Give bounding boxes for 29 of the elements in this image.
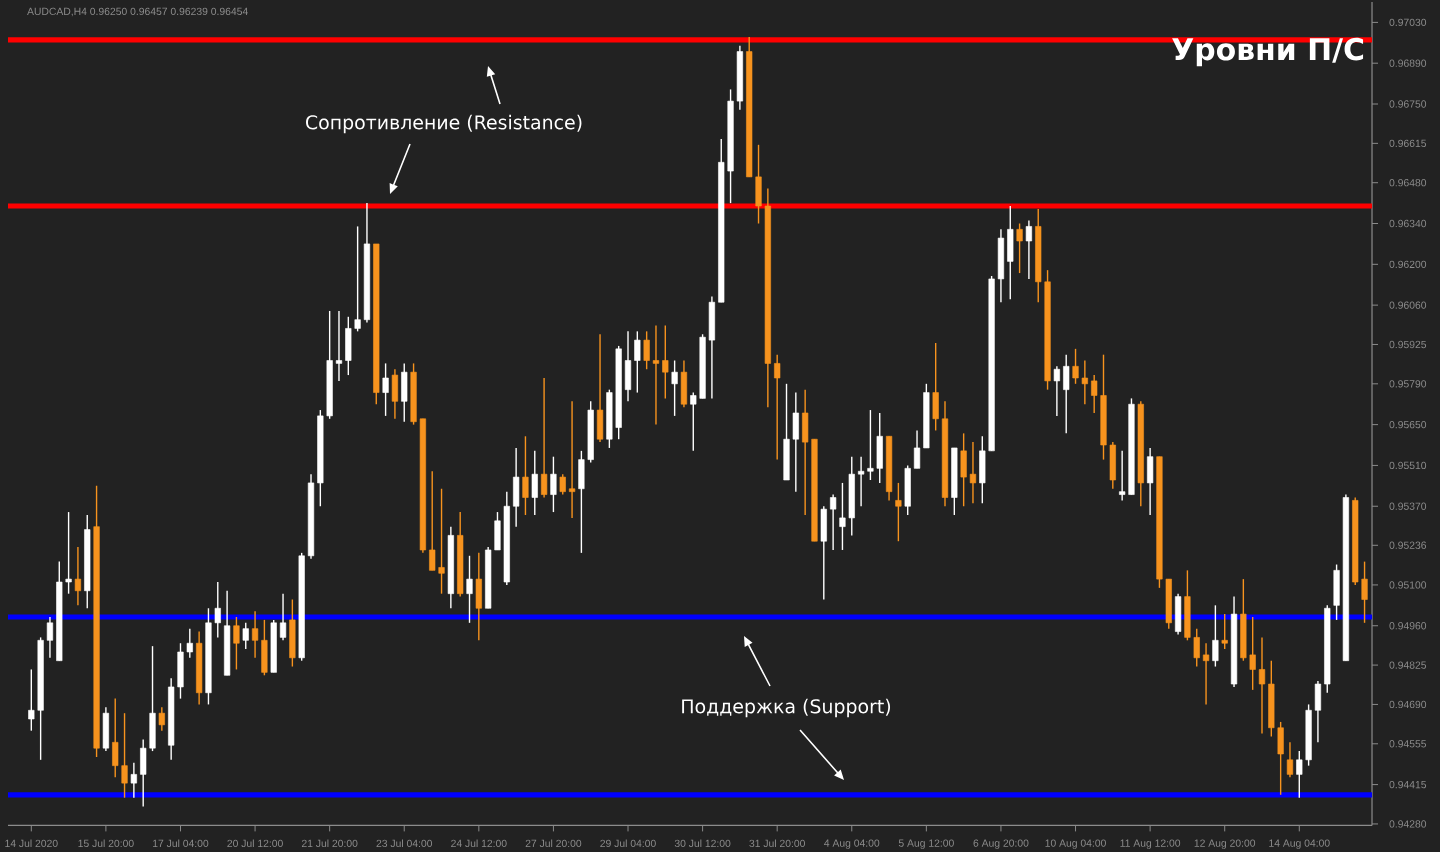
- candlestick: [289, 598, 296, 668]
- candlestick: [475, 552, 482, 642]
- annotation: Сопротивление (Resistance): [306, 114, 582, 134]
- annotation: Поддержка (Support): [682, 698, 891, 718]
- candlestick: [1286, 741, 1294, 779]
- candlestick: [1025, 219, 1033, 280]
- candlestick: [596, 333, 604, 443]
- candlestick: [1147, 447, 1154, 516]
- candlestick: [541, 377, 548, 499]
- candlestick: [233, 616, 240, 671]
- candlestick: [158, 706, 165, 732]
- candlestick: [74, 546, 82, 607]
- candlestick: [466, 555, 473, 624]
- candlestick: [1212, 604, 1219, 668]
- candlestick: [382, 362, 389, 417]
- candlestick: [391, 368, 399, 420]
- candlestick: [1016, 222, 1023, 274]
- candlestick: [895, 482, 902, 542]
- candlestick: [102, 706, 109, 752]
- candlestick: [531, 450, 538, 516]
- candlestick: [242, 622, 249, 650]
- candlestick: [1174, 592, 1182, 636]
- candlestick: [401, 362, 408, 423]
- candlestick: [522, 435, 529, 516]
- candlestick: [1221, 613, 1228, 650]
- candlestick: [680, 359, 688, 408]
- candlestick: [671, 359, 678, 417]
- text: Уровни П/С: [1172, 37, 1364, 67]
- candlestick: [550, 455, 557, 513]
